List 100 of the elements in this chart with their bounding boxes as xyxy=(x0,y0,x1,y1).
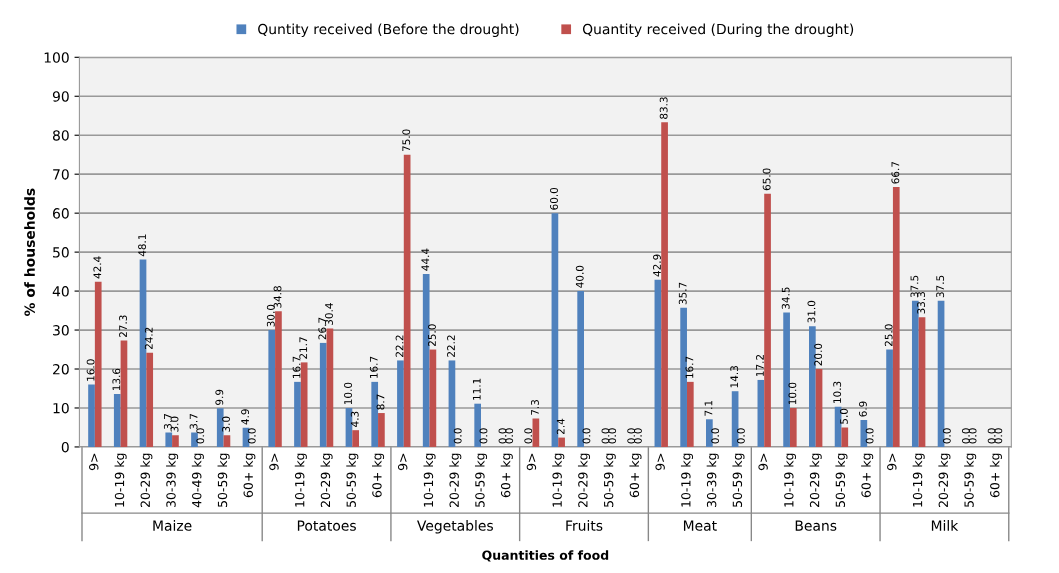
data-label: 44.4 xyxy=(421,248,430,271)
text: Meat xyxy=(683,520,717,531)
x-tick-label: 9> xyxy=(397,453,408,471)
bar xyxy=(94,281,102,447)
x-tick-label: 10-19 kg xyxy=(114,453,127,507)
bar xyxy=(558,437,565,447)
bar xyxy=(789,407,797,447)
bar xyxy=(172,435,179,447)
y-tick-label: 20 xyxy=(53,363,69,375)
text: Vegetables xyxy=(417,520,493,534)
bar xyxy=(892,187,900,447)
x-tick-label: 60+ kg xyxy=(500,453,513,498)
data-label: 30.0 xyxy=(266,304,275,327)
data-label: 48.1 xyxy=(138,234,147,257)
x-axis-title: Quantities of food xyxy=(482,550,609,562)
data-label: 10.3 xyxy=(833,381,842,403)
text: Maize xyxy=(153,520,192,531)
x-tick-label: 50-59 kg xyxy=(732,453,745,507)
data-label: 75.0 xyxy=(402,129,411,152)
data-label: 37.5 xyxy=(936,275,945,298)
data-label: 9.9 xyxy=(215,389,224,405)
x-tick-label: 40-49 kg xyxy=(191,453,204,508)
data-label: 0.0 xyxy=(196,428,205,444)
data-label: 0.0 xyxy=(968,428,977,444)
x-tick-label: 10-19 kg xyxy=(783,453,796,507)
data-label: 16.7 xyxy=(292,356,301,378)
bar xyxy=(326,328,334,447)
data-label: 0.0 xyxy=(453,428,462,444)
bar xyxy=(352,430,359,447)
x-tick-label: 10-19 kg xyxy=(294,453,307,507)
y-tick-label: 40 xyxy=(52,286,69,297)
data-label: 4.3 xyxy=(350,411,359,427)
y-axis-title: % of households xyxy=(24,188,35,316)
x-tick-label: 20-29 kg xyxy=(938,453,951,508)
bar xyxy=(680,307,687,447)
data-label: 0.0 xyxy=(865,428,874,444)
data-label: 3.0 xyxy=(222,416,230,432)
data-label: 13.6 xyxy=(112,368,121,391)
data-label: 0.0 xyxy=(608,428,617,444)
x-tick-label: 60+ kg xyxy=(372,453,385,498)
y-tick-label: 100 xyxy=(44,52,69,63)
x-tick-label: 60+ kg xyxy=(243,453,256,498)
bar xyxy=(223,435,231,447)
data-label: 10.0 xyxy=(788,382,797,405)
data-label: 0.0 xyxy=(633,428,642,444)
y-tick-label: 70 xyxy=(53,169,69,180)
y-tick-label: 30 xyxy=(53,325,69,336)
x-tick-label: 50-59 kg xyxy=(603,453,616,507)
x-tick-label: 9> xyxy=(655,453,665,471)
bar xyxy=(841,427,849,447)
data-label: 14.3 xyxy=(730,366,739,388)
data-label: 37.5 xyxy=(910,275,919,298)
data-label: 0.0 xyxy=(711,428,720,444)
data-label: 22.2 xyxy=(447,335,455,357)
x-tick-label: 20-29 kg xyxy=(449,453,462,508)
data-label: 25.0 xyxy=(428,324,436,346)
data-label: 7.1 xyxy=(704,400,713,416)
data-label: 0.0 xyxy=(736,428,745,444)
data-label: 0.0 xyxy=(627,428,636,444)
data-label: 6.9 xyxy=(858,401,867,417)
y-tick-label: 0 xyxy=(61,441,69,453)
data-label: 34.8 xyxy=(273,286,282,308)
x-tick-label: 50-59 kg xyxy=(964,453,977,507)
x-tick-label: 30-39 kg xyxy=(166,453,179,508)
x-tick-label: 9> xyxy=(887,453,897,471)
data-label: 20.0 xyxy=(814,343,823,366)
data-label: 34.5 xyxy=(781,287,790,309)
x-tick-label: 50-59 kg xyxy=(474,453,488,507)
data-label: 0.0 xyxy=(987,428,996,444)
data-label: 17.2 xyxy=(756,354,764,376)
bar xyxy=(403,154,411,447)
data-label: 33.3 xyxy=(917,292,926,314)
x-tick-label: 10-19 kg xyxy=(423,453,436,507)
bar xyxy=(918,317,926,447)
x-tick-label: 50-59 kg xyxy=(217,453,230,507)
bar xyxy=(268,330,276,447)
data-label: 16.0 xyxy=(86,359,95,381)
data-label: 35.7 xyxy=(678,282,687,305)
x-tick-label: 60+ kg xyxy=(861,453,874,498)
bar xyxy=(300,362,308,447)
bar xyxy=(757,379,765,447)
data-label: 65.0 xyxy=(762,168,771,191)
bar xyxy=(577,291,584,447)
x-tick-label: 9> xyxy=(269,453,279,471)
y-tick-label: 50 xyxy=(53,247,69,258)
data-label: 16.7 xyxy=(369,356,378,378)
data-label: 60.0 xyxy=(550,187,558,210)
data-label: 5.0 xyxy=(839,408,848,424)
data-label: 0.0 xyxy=(994,428,1003,444)
bar xyxy=(294,381,301,447)
x-tick-label: 60+ kg xyxy=(629,453,642,498)
bar xyxy=(661,122,668,447)
x-tick-label: 10-19 kg xyxy=(552,453,565,507)
y-tick-label: 80 xyxy=(52,130,69,141)
x-tick-label: 10-19 kg xyxy=(912,453,925,507)
bar xyxy=(654,279,662,447)
bar xyxy=(165,432,173,447)
x-tick-label: 9> xyxy=(89,453,99,471)
text: Fruits xyxy=(566,520,603,531)
bar xyxy=(815,369,823,447)
